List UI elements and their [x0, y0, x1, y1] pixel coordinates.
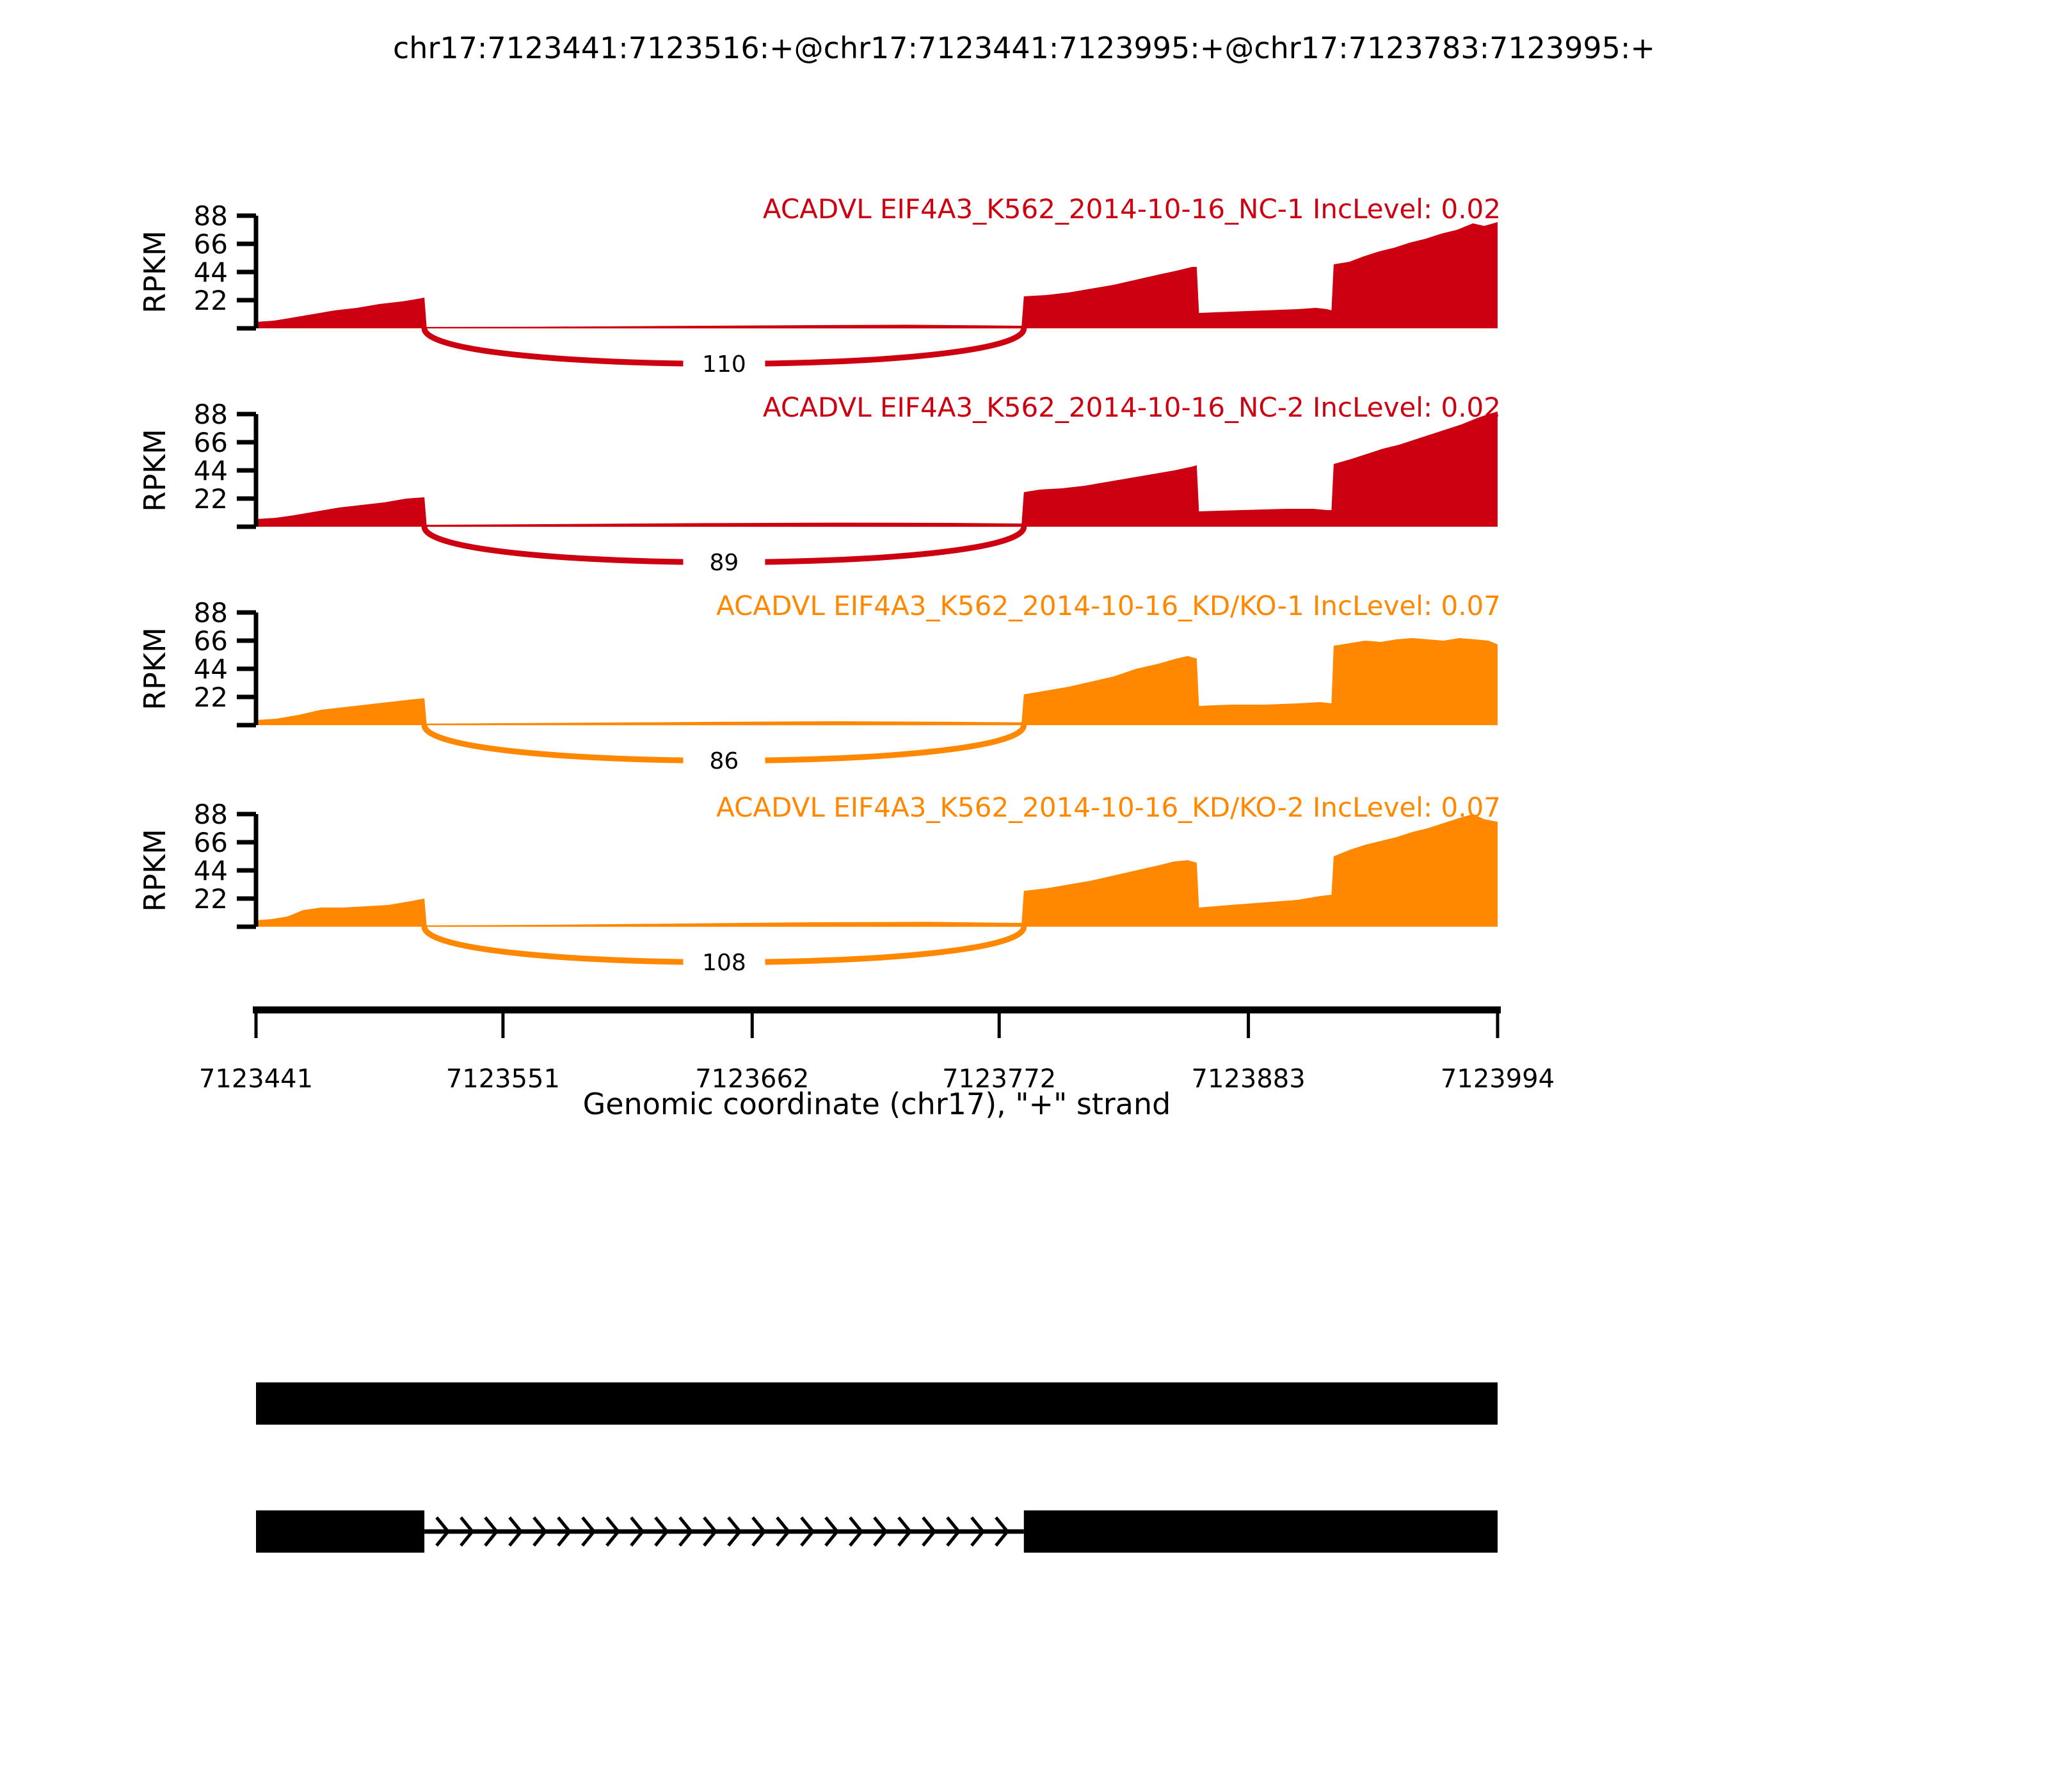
coverage-area — [256, 222, 1498, 328]
strand-direction-chevron-icon — [970, 1516, 986, 1547]
y-axis-tick-label: 44 — [194, 653, 228, 685]
strand-direction-chevron-icon — [751, 1516, 767, 1547]
x-axis-tick-label: 7123883 — [1192, 1064, 1306, 1094]
strand-direction-chevron-icon — [581, 1516, 596, 1547]
x-axis-title: Genomic coordinate (chr17), "+" strand — [582, 1087, 1171, 1121]
x-axis-tick-label: 7123994 — [1441, 1064, 1555, 1094]
strand-direction-chevron-icon — [776, 1516, 791, 1547]
strand-direction-chevron-icon — [654, 1516, 669, 1547]
y-axis-label: RPKM — [138, 829, 172, 912]
y-axis-tick-label: 44 — [194, 455, 228, 486]
track-label: ACADVL EIF4A3_K562_2014-10-16_NC-2 IncLe… — [763, 392, 1501, 423]
x-axis-tick-label: 7123551 — [446, 1064, 560, 1094]
strand-direction-chevron-icon — [727, 1516, 742, 1547]
isoform-spliced-isoform — [256, 1510, 1498, 1553]
coverage-area — [256, 412, 1498, 527]
strand-direction-chevron-icon — [873, 1516, 888, 1547]
y-axis-tick-label: 66 — [194, 228, 228, 260]
coverage-area — [256, 814, 1498, 927]
y-axis-tick-label: 66 — [194, 625, 228, 657]
strand-direction-chevron-icon — [460, 1516, 475, 1547]
track-label: ACADVL EIF4A3_K562_2014-10-16_KD/KO-2 In… — [716, 792, 1501, 823]
strand-direction-chevron-icon — [800, 1516, 815, 1547]
y-axis-tick-label: 66 — [194, 827, 228, 858]
strand-direction-chevron-icon — [435, 1516, 451, 1547]
strand-direction-chevron-icon — [946, 1516, 961, 1547]
y-axis-tick-label: 88 — [194, 200, 228, 232]
coverage-area — [256, 638, 1498, 725]
y-axis-tick-label: 22 — [194, 682, 228, 713]
exon-block — [256, 1510, 425, 1553]
junction-read-count: 110 — [702, 351, 746, 378]
exon-block — [1023, 1510, 1498, 1553]
y-axis-label: RPKM — [138, 627, 172, 710]
y-axis-tick-label: 44 — [194, 855, 228, 886]
strand-direction-chevron-icon — [630, 1516, 645, 1547]
strand-direction-chevron-icon — [557, 1516, 572, 1547]
y-axis-label: RPKM — [138, 230, 172, 314]
isoform-long-exon-isoform — [256, 1382, 1498, 1425]
y-axis-tick-label: 22 — [194, 883, 228, 915]
y-axis-tick-label: 88 — [194, 799, 228, 830]
strand-direction-chevron-icon — [484, 1516, 499, 1547]
strand-direction-chevron-icon — [995, 1516, 1010, 1547]
y-axis-tick-label: 88 — [194, 399, 228, 430]
y-axis-tick-label: 88 — [194, 597, 228, 628]
junction-read-count: 89 — [710, 550, 739, 576]
strand-direction-chevron-icon — [824, 1516, 840, 1547]
x-axis-tick-label: 7123441 — [199, 1064, 313, 1094]
strand-direction-chevron-icon — [897, 1516, 913, 1547]
track-label: ACADVL EIF4A3_K562_2014-10-16_KD/KO-1 In… — [716, 590, 1501, 621]
junction-count-mask — [683, 948, 765, 976]
strand-direction-chevron-icon — [605, 1516, 621, 1547]
track-label: ACADVL EIF4A3_K562_2014-10-16_NC-1 IncLe… — [763, 193, 1501, 225]
strand-direction-chevron-icon — [703, 1516, 718, 1547]
gene-model — [256, 1382, 1498, 1553]
strand-direction-chevron-icon — [678, 1516, 694, 1547]
x-axis-tick-label: 7123662 — [695, 1064, 809, 1094]
y-axis-tick-label: 22 — [194, 285, 228, 316]
strand-direction-chevron-icon — [849, 1516, 864, 1547]
y-axis-tick-label: 22 — [194, 483, 228, 515]
y-axis-tick-label: 44 — [194, 257, 228, 288]
strand-direction-chevron-icon — [532, 1516, 548, 1547]
junction-read-count: 86 — [710, 748, 739, 774]
strand-direction-chevron-icon — [922, 1516, 937, 1547]
junction-read-count: 108 — [702, 950, 746, 976]
x-axis-tick-label: 7123772 — [942, 1064, 1056, 1094]
plot-title: chr17:7123441:7123516:+@chr17:7123441:71… — [393, 31, 1655, 65]
junction-count-mask — [683, 746, 765, 774]
junction-count-mask — [683, 548, 765, 576]
y-axis-label: RPKM — [138, 429, 172, 512]
junction-count-mask — [683, 349, 765, 378]
exon-block — [256, 1382, 1498, 1425]
y-axis-tick-label: 66 — [194, 427, 228, 458]
x-axis: 7123441 7123551 7123662 7123772 7123883 71239… — [199, 1006, 1555, 1094]
strand-direction-chevron-icon — [508, 1516, 524, 1547]
